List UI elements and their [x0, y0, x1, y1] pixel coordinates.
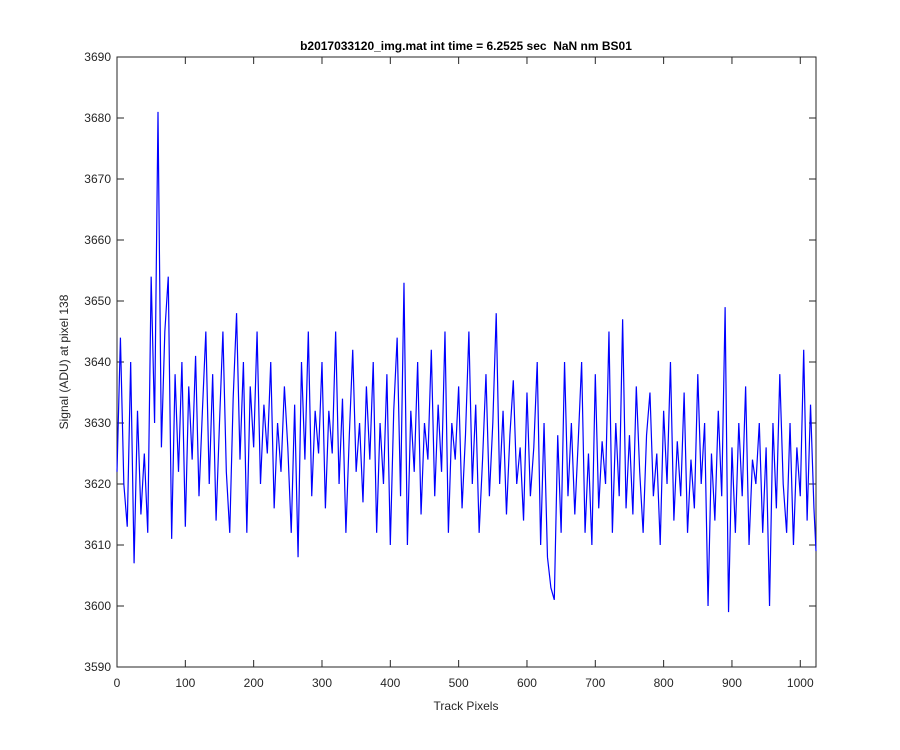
x-tick-label: 800 [654, 676, 674, 690]
y-tick-label: 3690 [84, 50, 111, 64]
y-tick-label: 3680 [84, 111, 111, 125]
x-tick-label: 900 [722, 676, 742, 690]
axes-box [116, 56, 817, 668]
chart-title: b2017033120_img.mat int time = 6.2525 se… [300, 39, 632, 53]
x-tick-label: 400 [380, 676, 400, 690]
x-tick-label: 600 [517, 676, 537, 690]
x-tick-label: 300 [312, 676, 332, 690]
y-tick-label: 3670 [84, 172, 111, 186]
y-axis-label: Signal (ADU) at pixel 138 [57, 294, 71, 429]
y-tick-label: 3590 [84, 660, 111, 674]
x-tick-label: 200 [244, 676, 264, 690]
y-tick-label: 3600 [84, 599, 111, 613]
x-tick-label: 0 [114, 676, 121, 690]
x-tick-label: 700 [585, 676, 605, 690]
x-tick-label: 1000 [787, 676, 814, 690]
y-tick-label: 3620 [84, 477, 111, 491]
y-tick-label: 3660 [84, 233, 111, 247]
y-tick-label: 3650 [84, 294, 111, 308]
x-tick-label: 100 [175, 676, 195, 690]
y-tick-label: 3640 [84, 355, 111, 369]
x-axis-label: Track Pixels [434, 699, 499, 713]
y-tick-label: 3630 [84, 416, 111, 430]
x-tick-label: 500 [449, 676, 469, 690]
y-tick-label: 3610 [84, 538, 111, 552]
signal-line [116, 111, 817, 613]
